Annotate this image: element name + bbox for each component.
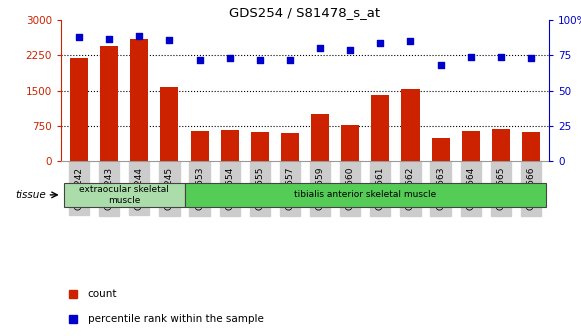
- Point: [466, 54, 475, 59]
- Text: extraocular skeletal
muscle: extraocular skeletal muscle: [80, 185, 169, 205]
- Bar: [70, 58, 88, 161]
- Bar: [100, 46, 119, 161]
- Point: [255, 57, 264, 62]
- Bar: [251, 132, 269, 161]
- Bar: [191, 131, 209, 161]
- Bar: [462, 131, 480, 161]
- Point: [436, 62, 445, 68]
- FancyBboxPatch shape: [185, 183, 546, 207]
- Point: [105, 36, 114, 41]
- Point: [496, 54, 505, 59]
- Text: percentile rank within the sample: percentile rank within the sample: [88, 314, 264, 324]
- Point: [225, 55, 234, 61]
- Point: [406, 39, 415, 44]
- Text: tibialis anterior skeletal muscle: tibialis anterior skeletal muscle: [294, 191, 436, 199]
- Bar: [221, 130, 239, 161]
- Text: count: count: [88, 289, 117, 299]
- Point: [526, 55, 536, 61]
- FancyBboxPatch shape: [64, 183, 185, 207]
- Bar: [341, 125, 359, 161]
- Point: [195, 57, 205, 62]
- Point: [346, 47, 355, 52]
- Point: [165, 37, 174, 43]
- Text: tissue: tissue: [15, 190, 46, 200]
- Point: [135, 33, 144, 38]
- Point: [285, 57, 295, 62]
- Bar: [401, 89, 419, 161]
- Bar: [432, 138, 450, 161]
- Title: GDS254 / S81478_s_at: GDS254 / S81478_s_at: [229, 6, 381, 19]
- Bar: [311, 114, 329, 161]
- Bar: [371, 95, 389, 161]
- Point: [315, 46, 325, 51]
- Bar: [492, 129, 510, 161]
- Bar: [160, 87, 178, 161]
- Point: [376, 40, 385, 45]
- Bar: [281, 133, 299, 161]
- Bar: [130, 39, 148, 161]
- Bar: [522, 132, 540, 161]
- Point: [74, 34, 84, 40]
